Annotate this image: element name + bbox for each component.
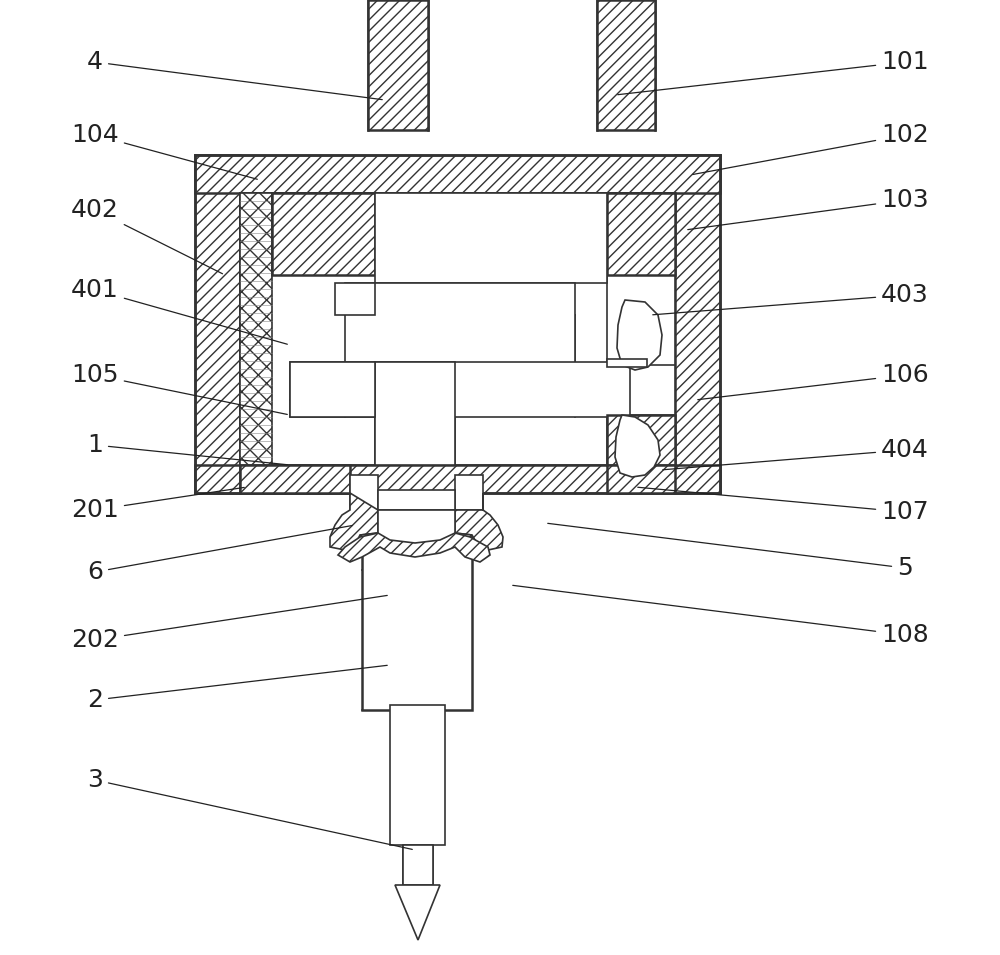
Polygon shape bbox=[455, 493, 503, 550]
Text: 201: 201 bbox=[71, 487, 244, 522]
Polygon shape bbox=[615, 415, 660, 477]
Polygon shape bbox=[360, 510, 472, 548]
Bar bbox=[455, 475, 483, 510]
Bar bbox=[675, 155, 720, 493]
Text: 1: 1 bbox=[87, 433, 287, 465]
Text: 102: 102 bbox=[693, 123, 929, 175]
Text: 6: 6 bbox=[87, 525, 352, 584]
Bar bbox=[240, 193, 272, 465]
Text: 105: 105 bbox=[71, 363, 287, 414]
Bar bbox=[368, 0, 428, 130]
Bar bbox=[607, 193, 675, 275]
Text: 402: 402 bbox=[71, 198, 223, 274]
Bar bbox=[335, 283, 375, 315]
Text: 403: 403 bbox=[653, 283, 929, 315]
Bar bbox=[195, 155, 720, 193]
Text: 401: 401 bbox=[71, 278, 287, 344]
Bar bbox=[362, 535, 472, 710]
Bar bbox=[240, 465, 350, 493]
Bar bbox=[195, 155, 240, 493]
Polygon shape bbox=[330, 493, 378, 550]
Text: 5: 5 bbox=[548, 523, 913, 580]
Bar bbox=[375, 362, 455, 465]
Bar bbox=[597, 0, 655, 130]
Polygon shape bbox=[395, 885, 440, 940]
Text: 108: 108 bbox=[513, 585, 929, 647]
Bar bbox=[272, 193, 375, 275]
Bar bbox=[290, 362, 630, 417]
Text: 2: 2 bbox=[87, 666, 387, 712]
Polygon shape bbox=[338, 533, 490, 562]
Bar bbox=[345, 283, 575, 365]
Bar bbox=[378, 490, 455, 510]
Bar bbox=[607, 415, 675, 465]
Polygon shape bbox=[617, 300, 662, 370]
Text: 4: 4 bbox=[87, 50, 382, 99]
Bar bbox=[403, 845, 433, 885]
Bar bbox=[272, 193, 675, 275]
Bar bbox=[290, 362, 375, 417]
Bar bbox=[607, 275, 675, 465]
Text: 404: 404 bbox=[663, 438, 929, 470]
Bar bbox=[375, 193, 607, 283]
Bar bbox=[195, 465, 720, 493]
Text: 101: 101 bbox=[618, 50, 929, 95]
Text: 103: 103 bbox=[688, 188, 929, 229]
Bar bbox=[607, 359, 647, 367]
Text: 104: 104 bbox=[71, 123, 257, 180]
Bar bbox=[390, 705, 445, 845]
Bar bbox=[607, 465, 675, 493]
Text: 202: 202 bbox=[71, 595, 387, 652]
Bar bbox=[350, 475, 378, 510]
Text: 107: 107 bbox=[638, 487, 929, 524]
Text: 106: 106 bbox=[698, 363, 929, 400]
Text: 3: 3 bbox=[87, 768, 412, 849]
